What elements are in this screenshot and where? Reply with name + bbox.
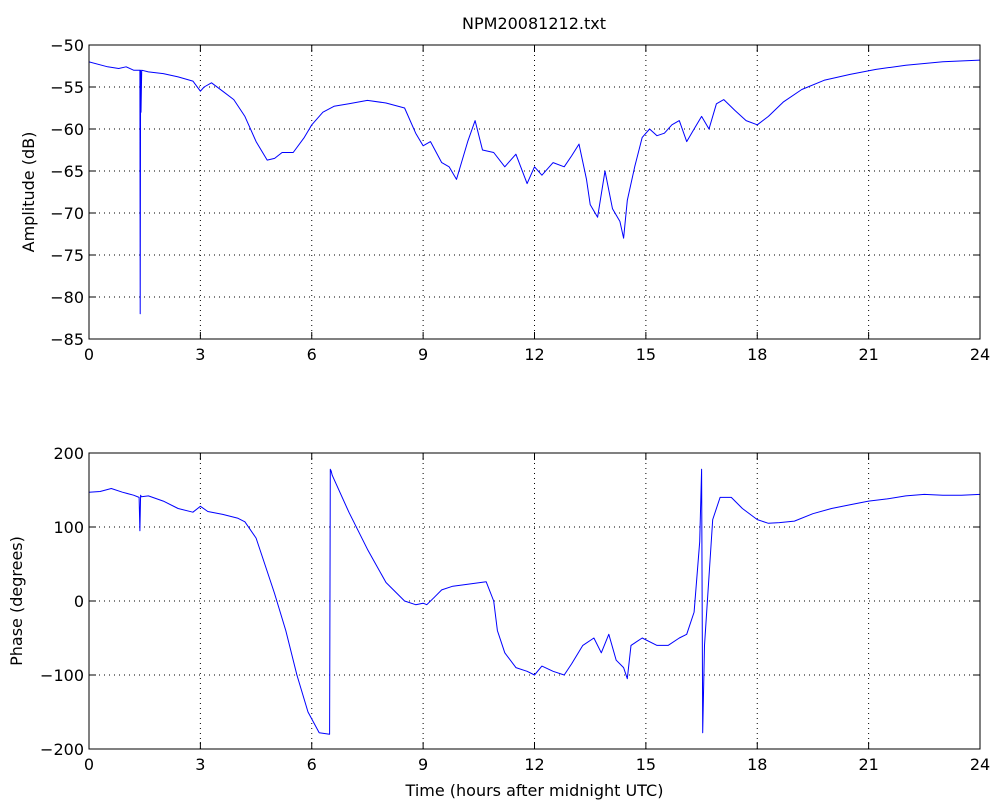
phase-x-tick-label: 0 (84, 755, 94, 774)
phase-y-tick-label: 100 (53, 518, 84, 537)
phase-x-tick-label: 15 (636, 755, 656, 774)
phase-axes-border (88, 452, 981, 750)
amplitude-y-tick-label: −60 (50, 120, 84, 139)
amplitude-panel: 0 3 6 9 12 15 18 21 24 −85 −80 −75 −70 −65 −60 −55 −50 Am… (19, 36, 990, 364)
amplitude-y-tick-label: −50 (50, 36, 84, 55)
amplitude-axes-border (88, 44, 981, 340)
amplitude-y-tick-label: −70 (50, 204, 84, 223)
amplitude-y-tick-label: −80 (50, 288, 84, 307)
amplitude-x-tick-label: 9 (418, 345, 428, 364)
phase-y-tick-label: 200 (53, 444, 84, 463)
amplitude-x-tick-label: 12 (524, 345, 544, 364)
amplitude-x-tick-label: 3 (195, 345, 205, 364)
phase-x-tick-label: 21 (858, 755, 878, 774)
phase-y-tick-label: −200 (40, 740, 84, 759)
chart-title: NPM20081212.txt (462, 14, 606, 33)
phase-y-tick-label: 0 (74, 592, 84, 611)
phase-x-tick-label: 24 (970, 755, 990, 774)
phase-x-tick-label: 12 (524, 755, 544, 774)
amplitude-plot-area (88, 44, 981, 340)
amplitude-x-tick-label: 15 (636, 345, 656, 364)
amplitude-y-tick-label: −75 (50, 246, 84, 265)
amplitude-x-tick-label: 18 (747, 345, 767, 364)
amplitude-x-tick-label: 6 (307, 345, 317, 364)
amplitude-x-tick-label: 0 (84, 345, 94, 364)
amplitude-series-line (89, 59, 980, 315)
phase-x-tick-label: 9 (418, 755, 428, 774)
amplitude-x-tick-label: 24 (970, 345, 990, 364)
amplitude-x-tick-label: 21 (858, 345, 878, 364)
amplitude-y-tick-label: −85 (50, 330, 84, 349)
amplitude-y-tick-label: −55 (50, 78, 84, 97)
phase-x-tick-label: 18 (747, 755, 767, 774)
phase-y-tick-label: −100 (40, 666, 84, 685)
phase-x-tick-label: 3 (195, 755, 205, 774)
phase-x-axis-label: Time (hours after midnight UTC) (405, 781, 664, 800)
phase-panel: 0 3 6 9 12 15 18 21 24 −200 −100 0 100 200 Phase (degr… (7, 444, 990, 800)
phase-x-tick-label: 6 (307, 755, 317, 774)
phase-y-axis-label: Phase (degrees) (7, 536, 26, 666)
amplitude-y-axis-label: Amplitude (dB) (19, 132, 38, 253)
amplitude-grid (89, 45, 980, 339)
phase-series-line (89, 468, 980, 735)
amplitude-y-tick-label: −65 (50, 162, 84, 181)
